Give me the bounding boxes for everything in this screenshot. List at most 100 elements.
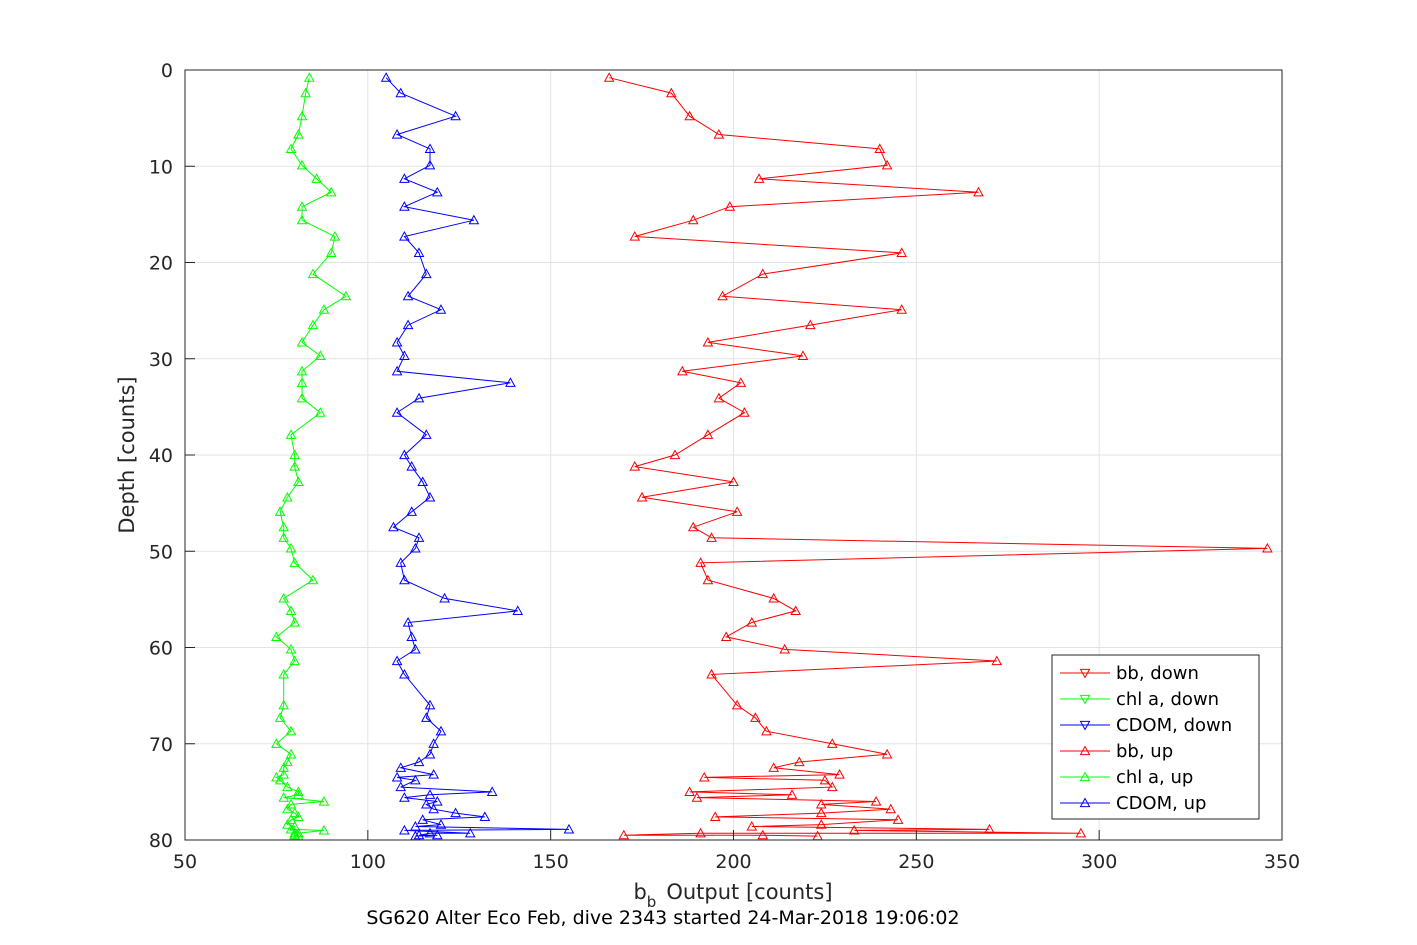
x-axis-label-text: Output [counts]: [666, 880, 832, 904]
y-axis-label: Depth [counts]: [115, 376, 139, 533]
legend-label: bb, up: [1116, 741, 1173, 762]
data-point-marker: [417, 476, 429, 487]
data-point-marker: [892, 814, 904, 824]
data-point-marker: [420, 429, 432, 439]
data-point-marker: [278, 532, 290, 542]
data-point-marker: [439, 592, 450, 603]
series-chl-a-up: [271, 72, 352, 841]
data-point-marker: [391, 771, 403, 782]
data-point-marker: [289, 807, 301, 818]
data-point-marker: [735, 377, 747, 387]
data-point-marker: [450, 807, 461, 818]
data-point-marker: [325, 186, 337, 197]
data-point-marker: [819, 774, 831, 785]
data-point-marker: [731, 699, 743, 710]
data-point-marker: [296, 377, 308, 387]
data-point-marker: [702, 429, 714, 439]
data-point-marker: [285, 823, 297, 834]
data-point-marker: [739, 407, 750, 417]
data-point-marker: [753, 173, 765, 183]
data-point-marker: [388, 521, 399, 532]
data-point-marker: [757, 829, 769, 840]
data-point-marker: [720, 631, 732, 642]
series-cdom-up: [380, 72, 575, 841]
data-point-marker: [399, 230, 410, 241]
data-point-marker: [702, 574, 714, 585]
legend-label: CDOM, up: [1116, 793, 1206, 814]
data-point-marker: [271, 771, 282, 782]
data-point-marker: [278, 668, 290, 679]
data-point-marker: [698, 771, 710, 782]
data-point-marker: [848, 824, 860, 835]
data-point-marker: [399, 201, 410, 211]
data-point-marker: [293, 789, 304, 799]
data-point-marker: [278, 592, 290, 603]
data-point-marker: [779, 643, 791, 654]
data-point-marker: [695, 557, 706, 567]
data-point-marker: [395, 87, 407, 98]
data-point-marker: [1075, 827, 1087, 838]
data-point-marker: [984, 823, 995, 834]
data-point-marker: [665, 87, 677, 98]
data-point-marker: [505, 377, 516, 387]
data-point-marker: [307, 574, 319, 585]
legend-box: [1051, 654, 1260, 820]
data-point-marker: [285, 798, 297, 809]
data-point-marker: [450, 110, 461, 121]
x-tick-label: 150: [533, 851, 569, 873]
data-point-marker: [285, 748, 297, 759]
data-point-marker: [669, 449, 681, 460]
data-point-marker: [797, 350, 809, 360]
data-point-marker: [468, 214, 480, 225]
legend-marker: [1079, 720, 1091, 731]
data-point-marker: [282, 803, 293, 814]
legend-marker: [1079, 797, 1091, 808]
data-point-marker: [289, 827, 301, 838]
x-axis-label-subscript: b: [647, 893, 657, 911]
data-point-marker: [271, 738, 282, 748]
data-point-marker: [768, 762, 780, 772]
data-point-marker: [746, 616, 758, 627]
data-point-marker: [706, 532, 717, 542]
legend: bb, down chl a, down CDOM, down bb, up chl a…: [1051, 654, 1260, 820]
data-point-marker: [296, 159, 308, 170]
series-bb-up: [603, 72, 1273, 841]
data-point-marker: [278, 521, 290, 532]
data-point-marker: [431, 186, 443, 197]
axis-ticks: 50 100 150 200 250 300 350 0 10 20 30 40 50 60 70 80: [149, 60, 1300, 873]
data-point-marker: [676, 365, 688, 376]
data-point-marker: [329, 230, 341, 241]
x-tick-label: 50: [173, 851, 197, 873]
data-point-marker: [300, 87, 312, 98]
data-point-marker: [702, 336, 714, 347]
data-point-marker: [285, 814, 297, 824]
data-point-marker: [435, 725, 447, 736]
data-point-marker: [293, 476, 304, 487]
data-point-marker: [695, 827, 706, 838]
data-point-marker: [790, 605, 802, 616]
data-point-marker: [750, 712, 761, 722]
data-point-marker: [991, 655, 1003, 666]
data-point-marker: [413, 392, 425, 403]
x-axis-label: bb Output [counts]: [633, 880, 832, 911]
data-point-marker: [431, 795, 443, 806]
data-point-marker: [274, 712, 286, 722]
data-point-marker: [684, 786, 695, 796]
data-point-marker: [395, 762, 407, 772]
data-point-marker: [318, 304, 330, 314]
data-point-marker: [296, 201, 308, 211]
data-point-marker: [406, 631, 418, 642]
data-point-marker: [399, 792, 410, 802]
data-point-marker: [684, 110, 695, 121]
data-point-marker: [424, 491, 436, 502]
data-point-marker: [413, 756, 425, 767]
data-point-marker: [391, 407, 403, 417]
data-point-marker: [410, 774, 421, 785]
data-point-marker: [402, 319, 414, 330]
data-point-marker: [826, 738, 838, 748]
data-point-marker: [410, 643, 421, 654]
data-point-marker: [413, 532, 425, 542]
data-point-marker: [391, 655, 403, 666]
y-tick-label: 70: [149, 734, 173, 756]
